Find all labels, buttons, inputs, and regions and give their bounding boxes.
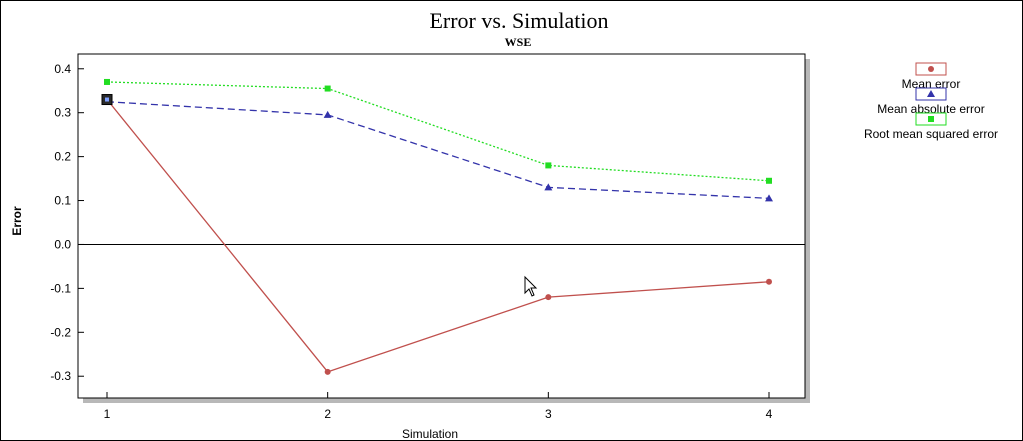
data-point — [104, 78, 110, 85]
chart-title: Error vs. Simulation — [429, 8, 608, 33]
plot-area — [77, 53, 806, 399]
legend-marker-icon — [927, 90, 935, 97]
legend-label: Root mean squared error — [864, 127, 998, 141]
data-point — [765, 194, 773, 202]
x-axis-label: Simulation — [402, 427, 458, 440]
series-line — [106, 101, 770, 199]
y-axis-label: Error — [10, 206, 24, 236]
x-tick-label: 4 — [766, 407, 773, 421]
y-tick-label: -0.3 — [50, 369, 71, 383]
x-tick-label: 3 — [545, 407, 552, 421]
data-point — [766, 278, 772, 285]
x-tick-label: 1 — [104, 407, 111, 421]
data-point — [545, 162, 552, 169]
legend-label: Mean absolute error — [877, 102, 984, 116]
series-line — [106, 99, 770, 373]
chart-subtitle: WSE — [505, 35, 532, 49]
series-layer — [101, 78, 773, 375]
data-point — [544, 183, 553, 191]
legend-marker-icon — [928, 116, 934, 122]
y-tick-label: 0.3 — [54, 106, 71, 120]
x-tick-label: 2 — [324, 407, 331, 421]
y-tick-label: -0.2 — [50, 325, 71, 339]
y-tick-label: 0.2 — [54, 150, 71, 164]
x-axis: 1 2 3 4 — [104, 392, 773, 421]
data-point — [324, 368, 331, 375]
y-tick-label: 0.1 — [54, 194, 71, 208]
selected-point-inner — [105, 97, 109, 102]
y-tick-label: -0.1 — [50, 281, 71, 295]
y-tick-label: 0.4 — [54, 62, 71, 76]
y-axis: 0.4 0.3 0.2 0.1 0.0 -0.1 -0.2 -0.3 — [50, 62, 805, 383]
data-point — [324, 85, 331, 92]
data-point — [545, 294, 552, 301]
mouse-cursor-icon — [524, 275, 538, 297]
y-tick-label: 0.0 — [54, 237, 71, 251]
legend-marker-icon — [928, 66, 934, 72]
series-line — [106, 81, 770, 182]
data-point — [323, 110, 332, 118]
data-point — [766, 177, 772, 184]
